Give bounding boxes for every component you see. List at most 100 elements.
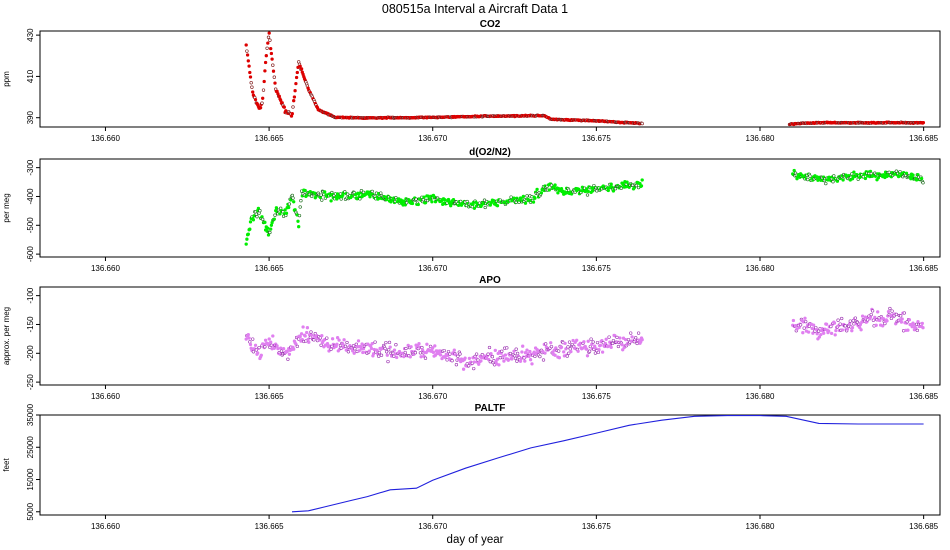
- data-point: [377, 354, 381, 358]
- data-point: [267, 31, 271, 35]
- data-point: [308, 189, 312, 194]
- series-line: [291, 415, 924, 513]
- data-point: [298, 64, 302, 68]
- data-point: [841, 178, 845, 182]
- data-point: [452, 348, 456, 352]
- data-point: [262, 79, 266, 84]
- series-1: [244, 168, 925, 246]
- data-point: [425, 342, 429, 346]
- data-point: [450, 359, 454, 363]
- data-point: [310, 194, 314, 198]
- data-point: [795, 327, 799, 331]
- data-point: [515, 359, 519, 363]
- data-point: [549, 344, 554, 349]
- data-point: [387, 348, 391, 352]
- data-point: [287, 202, 292, 206]
- data-point: [568, 347, 572, 351]
- series-0: [244, 31, 926, 127]
- data-point: [379, 191, 383, 195]
- data-point: [251, 218, 256, 222]
- data-point: [539, 191, 544, 195]
- x-tick-label: 136.675: [582, 522, 611, 531]
- data-point: [827, 329, 831, 333]
- data-point: [547, 188, 551, 192]
- data-point: [426, 194, 430, 198]
- data-point: [410, 201, 415, 206]
- y-tick-label: 5000: [26, 502, 35, 520]
- data-point: [268, 38, 272, 42]
- data-point: [557, 349, 561, 353]
- plot-frame: [39, 286, 941, 386]
- data-point: [916, 320, 920, 324]
- data-point: [591, 340, 595, 344]
- data-point: [298, 334, 302, 339]
- data-point: [819, 332, 823, 337]
- x-tick-label: 136.665: [255, 134, 284, 143]
- data-point: [418, 351, 423, 355]
- data-point: [402, 354, 406, 359]
- data-point: [565, 354, 569, 358]
- data-point: [268, 230, 272, 235]
- y-tick-label: 35000: [26, 403, 35, 426]
- data-point: [912, 322, 916, 327]
- data-point: [255, 215, 259, 219]
- x-axis-label: day of year: [447, 534, 504, 546]
- data-point: [247, 64, 251, 68]
- data-point: [310, 333, 314, 337]
- data-point: [345, 340, 349, 345]
- data-point: [296, 219, 300, 223]
- data-point: [607, 335, 611, 339]
- data-point: [502, 359, 506, 363]
- data-point: [279, 349, 284, 353]
- y-tick-label: -400: [26, 188, 35, 205]
- data-point: [589, 337, 593, 341]
- data-point: [419, 355, 423, 359]
- plot-frame: [39, 158, 941, 258]
- data-point: [383, 346, 387, 351]
- data-point: [817, 335, 822, 339]
- data-point: [297, 337, 301, 341]
- data-point: [279, 98, 283, 103]
- data-point: [474, 352, 479, 356]
- data-point: [620, 343, 624, 347]
- data-point: [443, 198, 447, 202]
- data-point: [495, 204, 500, 208]
- data-point: [814, 327, 819, 332]
- data-point: [358, 197, 362, 201]
- data-point: [569, 349, 573, 354]
- data-point: [519, 196, 523, 200]
- data-point: [301, 325, 305, 329]
- data-point: [248, 75, 253, 79]
- y-tick-label: -150: [26, 316, 35, 333]
- data-point: [869, 312, 873, 317]
- data-point: [582, 340, 586, 344]
- data-point: [902, 311, 906, 315]
- data-point: [878, 318, 882, 323]
- data-point: [792, 168, 796, 173]
- data-point: [630, 335, 634, 339]
- data-point: [375, 348, 379, 353]
- data-point: [578, 341, 582, 345]
- data-point: [397, 349, 402, 354]
- data-point: [292, 95, 297, 99]
- data-point: [251, 337, 255, 341]
- data-point: [258, 106, 263, 110]
- plot-frame: [39, 30, 941, 128]
- data-point: [860, 320, 864, 324]
- data-point: [263, 220, 267, 225]
- data-point: [338, 192, 343, 196]
- data-point: [549, 341, 553, 345]
- data-point: [811, 323, 816, 327]
- data-point: [248, 227, 252, 231]
- data-point: [472, 206, 477, 210]
- data-point: [474, 356, 478, 360]
- data-point: [293, 89, 297, 93]
- data-point: [850, 177, 855, 181]
- data-point: [804, 319, 808, 324]
- data-point: [815, 332, 819, 336]
- data-point: [486, 352, 490, 356]
- data-point: [309, 330, 313, 334]
- data-point: [567, 351, 571, 355]
- data-point: [487, 345, 492, 350]
- data-point: [808, 174, 812, 178]
